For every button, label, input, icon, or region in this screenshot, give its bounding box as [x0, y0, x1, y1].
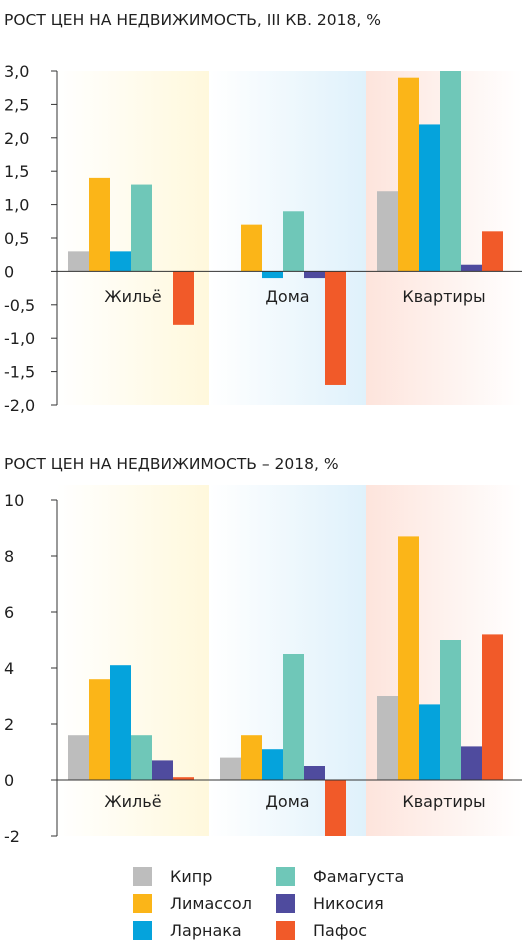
legend-label-larnaka: Ларнака [170, 921, 242, 940]
legend-swatch-nikosia [276, 894, 295, 913]
y-tick-label: 4 [4, 659, 14, 678]
legend-item-pafos: Пафос [276, 921, 367, 940]
y-tick-label: 8 [4, 547, 14, 566]
chart-title: РОСТ ЦЕН НА НЕДВИЖИМОСТЬ – 2018, % [4, 455, 339, 473]
bar-apartments-larnaka [419, 124, 440, 272]
bar-housing-kipr [68, 251, 89, 272]
bar-houses-famagusta [283, 211, 304, 272]
bar-housing-famagusta [131, 184, 152, 272]
bar-apartments-famagusta [440, 71, 461, 272]
y-tick-label: 0,5 [4, 229, 29, 248]
y-tick-label: 3,0 [4, 62, 29, 81]
legend-label-famagusta: Фамагуста [313, 867, 405, 886]
bar-apartments-kipr [377, 191, 398, 272]
category-band-housing [57, 485, 209, 836]
category-label-houses: Дома [265, 287, 309, 306]
legend-item-kipr: Кипр [133, 867, 212, 886]
legend-swatch-kipr [133, 867, 152, 886]
bar-apartments-limassol [398, 77, 419, 272]
bar-apartments-larnaka [419, 704, 440, 780]
bar-housing-limassol [89, 679, 110, 780]
legend-label-pafos: Пафос [313, 921, 368, 940]
bar-housing-famagusta [131, 735, 152, 780]
bar-houses-pafos [325, 271, 346, 385]
bar-houses-famagusta [283, 654, 304, 780]
bar-housing-kipr [68, 735, 89, 780]
category-label-apartments: Квартиры [402, 792, 485, 811]
bar-houses-kipr [220, 757, 241, 780]
legend-swatch-limassol [133, 894, 152, 913]
bar-houses-limassol [241, 735, 262, 780]
chart-panel-2: РОСТ ЦЕН НА НЕДВИЖИМОСТЬ – 2018, % 10 8 6 4 2… [4, 455, 522, 846]
bar-apartments-famagusta [440, 640, 461, 780]
bar-apartments-pafos [482, 634, 503, 780]
category-label-apartments: Квартиры [402, 287, 485, 306]
bar-houses-larnaka [262, 271, 283, 279]
bar-apartments-pafos [482, 231, 503, 272]
y-tick-label: 0 [4, 771, 14, 790]
y-tick-label: -1,0 [4, 329, 35, 348]
y-tick-label: -2 [4, 827, 20, 846]
y-tick-label: -0,5 [4, 296, 35, 315]
category-label-housing: Жильё [104, 287, 161, 306]
legend-label-nikosia: Никосия [313, 894, 384, 913]
chart-panel-1: РОСТ ЦЕН НА НЕДВИЖИМОСТЬ, III КВ. 2018, … [4, 11, 522, 415]
legend-swatch-larnaka [133, 921, 152, 940]
category-label-houses: Дома [265, 792, 309, 811]
legend-item-larnaka: Ларнака [133, 921, 242, 940]
y-tick-label: 10 [4, 491, 24, 510]
y-tick-label: 2,0 [4, 129, 29, 148]
bar-houses-nikosia [304, 271, 325, 279]
bar-housing-larnaka [110, 665, 131, 780]
category-label-housing: Жильё [104, 792, 161, 811]
legend-label-kipr: Кипр [170, 867, 213, 886]
bar-apartments-kipr [377, 696, 398, 780]
bar-housing-nikosia [152, 760, 173, 780]
chart-title: РОСТ ЦЕН НА НЕДВИЖИМОСТЬ, III КВ. 2018, … [4, 11, 381, 29]
legend-label-limassol: Лимассол [170, 894, 252, 913]
y-tick-label: -2,0 [4, 396, 35, 415]
y-tick-label: 1,5 [4, 162, 29, 181]
bar-housing-pafos [173, 777, 194, 780]
y-tick-label: -1,5 [4, 363, 35, 382]
legend-item-famagusta: Фамагуста [276, 867, 404, 886]
bar-housing-limassol [89, 177, 110, 272]
bar-housing-larnaka [110, 251, 131, 272]
bar-houses-nikosia [304, 766, 325, 780]
y-tick-label: 1,0 [4, 196, 29, 215]
bar-apartments-limassol [398, 536, 419, 780]
bar-apartments-nikosia [461, 264, 482, 272]
bar-houses-pafos [325, 780, 346, 836]
legend-item-limassol: Лимассол [133, 894, 252, 913]
charts-svg: РОСТ ЦЕН НА НЕДВИЖИМОСТЬ, III КВ. 2018, … [4, 11, 522, 846]
legend-item-nikosia: Никосия [276, 894, 384, 913]
bar-housing-pafos [173, 271, 194, 325]
bar-houses-larnaka [262, 749, 283, 780]
y-tick-label: 2,5 [4, 95, 29, 114]
y-tick-label: 0 [4, 262, 14, 281]
bar-houses-limassol [241, 224, 262, 272]
y-tick-label: 6 [4, 603, 14, 622]
legend-swatch-famagusta [276, 867, 295, 886]
bar-apartments-nikosia [461, 746, 482, 780]
legend-swatch-pafos [276, 921, 295, 940]
y-tick-label: 2 [4, 715, 14, 734]
